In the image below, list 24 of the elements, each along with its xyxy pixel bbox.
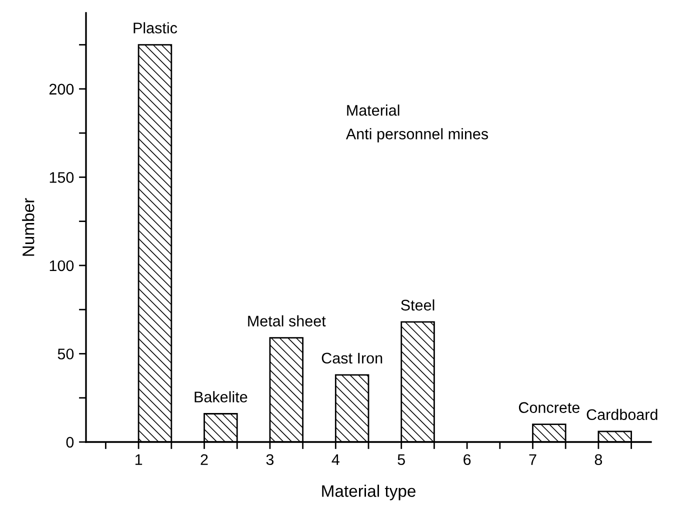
y-tick-label: 200 — [49, 84, 74, 95]
x-tick-label: 1 — [135, 454, 142, 465]
x-tick-label: 5 — [398, 454, 405, 466]
annotation: Cast Iron — [322, 352, 382, 364]
annotation: Bakelite — [194, 391, 248, 402]
y-tick-label: 100 — [50, 260, 74, 272]
annotation: Steel — [401, 299, 434, 311]
x-tick-label: 8 — [594, 454, 602, 466]
x-tick-label: 4 — [332, 454, 340, 465]
annotation: Material — [347, 104, 400, 116]
x-tick-label: 6 — [464, 454, 471, 466]
annotation: Anti personnel mines — [346, 128, 488, 142]
y-tick-label: 0 — [66, 436, 74, 448]
x-tick-label: 7 — [529, 454, 536, 465]
annotation: Metal sheet — [248, 315, 326, 326]
annotation: Concrete — [518, 402, 580, 413]
x-tick-label: 2 — [200, 454, 208, 465]
annotation: Cardboard — [586, 408, 658, 420]
y-axis-title: Number — [22, 198, 34, 256]
y-tick-label: 50 — [58, 348, 74, 360]
annotation: Plastic — [134, 22, 178, 34]
y-tick-label: 150 — [50, 172, 74, 183]
x-axis-title: Material type — [322, 484, 416, 500]
x-tick-label: 3 — [266, 454, 274, 466]
